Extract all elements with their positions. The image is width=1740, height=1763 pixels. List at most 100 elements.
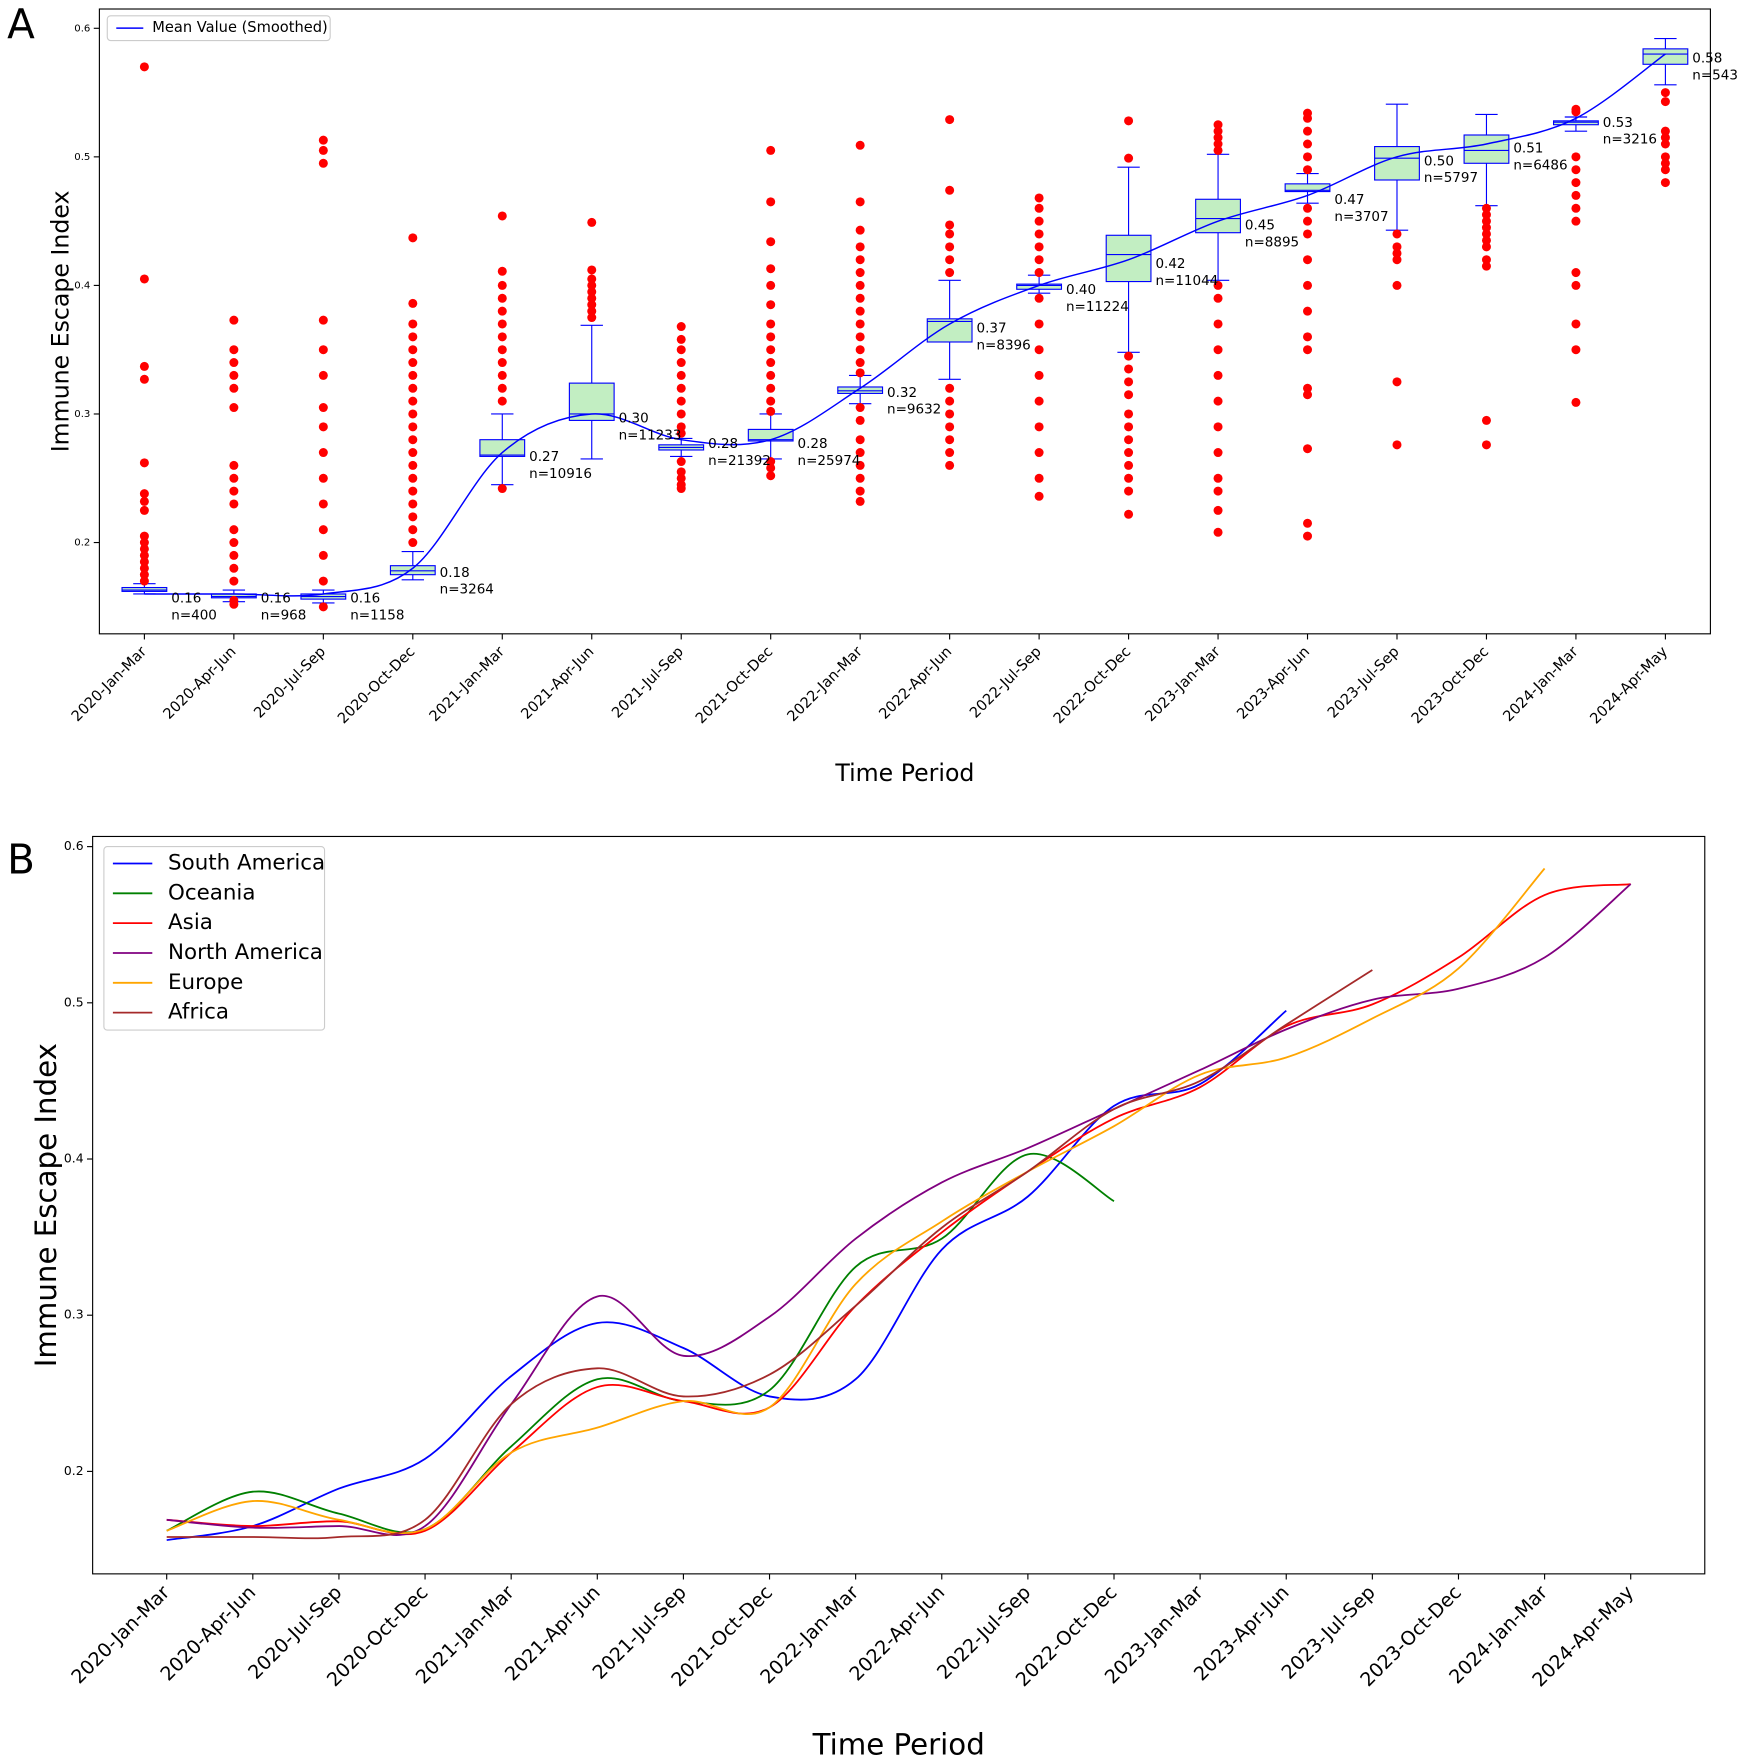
outlier [318,370,328,380]
n-label: n=11224 [1066,299,1129,315]
outlier [497,266,507,276]
outlier [766,471,776,481]
outlier [497,293,507,303]
outlier [229,486,239,496]
mean-label: 0.47 [1334,192,1364,208]
n-label: n=21392 [708,453,771,469]
outlier [587,306,597,316]
outlier [587,293,597,303]
outlier [1124,509,1134,519]
outlier [1124,473,1134,483]
outlier [855,140,865,150]
outlier [855,448,865,458]
outlier [587,217,597,227]
outlier [1392,248,1402,258]
x-tick-label: 2021-Apr-Jun [518,643,598,723]
outlier [139,496,149,506]
outlier [139,538,149,548]
outlier [945,185,955,195]
outlier [408,319,418,329]
outlier [1481,415,1491,425]
outlier [497,332,507,342]
n-label: n=1158 [350,607,404,623]
outlier [1124,486,1134,496]
outlier [229,315,239,325]
outlier [855,332,865,342]
outlier [318,448,328,458]
outlier [1124,364,1134,374]
outlier [1303,255,1313,265]
outlier [139,374,149,384]
outlier [408,448,418,458]
outlier [676,358,686,368]
y-tick-label: 0.2 [64,1464,84,1478]
outlier [1303,332,1313,342]
outlier [1303,165,1313,175]
outlier [1571,345,1581,355]
outlier [766,332,776,342]
outlier [1303,126,1313,136]
legend-label: Europe [168,970,243,995]
outlier [1034,370,1044,380]
outlier [945,435,955,445]
outlier [855,255,865,265]
outlier [855,415,865,425]
y-axis-title: Immune Escape Index [29,1043,63,1367]
outlier [229,538,239,548]
legend-label: Mean Value (Smoothed) [152,19,327,36]
outlier [1213,133,1223,143]
outlier [497,280,507,290]
outlier [587,274,597,284]
outlier [1213,422,1223,432]
outlier [1303,203,1313,213]
outlier [497,484,507,494]
outlier [1571,190,1581,200]
series-line [166,867,1546,1534]
outlier [1034,203,1044,213]
outlier [1660,158,1670,168]
outlier [497,319,507,329]
outlier [1034,255,1044,265]
outlier [497,211,507,221]
box [1105,234,1152,283]
n-label: n=3264 [440,582,494,598]
outlier [1392,255,1402,265]
outlier [1303,229,1313,239]
n-label: n=3216 [1603,132,1657,148]
n-label: n=10916 [529,466,592,482]
legend-label: North America [168,940,323,965]
outlier [1213,505,1223,515]
outlier [855,358,865,368]
outlier [945,396,955,406]
outlier [1481,223,1491,233]
n-label: n=25974 [798,453,861,469]
y-tick-label: 0.6 [74,23,90,34]
outlier [139,531,149,541]
outlier [408,473,418,483]
legend-label: Oceania [168,880,255,905]
outlier [1660,126,1670,136]
outlier [408,298,418,308]
outlier [766,300,776,310]
x-tick-label: 2022-Apr-Jun [876,643,956,723]
n-label: n=543 [1692,67,1738,83]
n-label: n=400 [171,607,217,623]
outlier [1124,435,1134,445]
mean-label: 0.28 [708,436,738,452]
outlier [1392,440,1402,450]
outlier [855,435,865,445]
outlier [1034,491,1044,501]
outlier [497,396,507,406]
outlier [229,599,239,609]
outlier [1213,293,1223,303]
series-line [166,1009,1287,1542]
outlier [766,264,776,274]
outlier [1303,390,1313,400]
outlier [408,538,418,548]
outlier [1213,396,1223,406]
y-tick-label: 0.5 [64,995,84,1009]
mean-label: 0.16 [171,590,201,606]
mean-label: 0.16 [350,590,380,606]
outlier [1303,113,1313,123]
mean-label: 0.28 [798,436,828,452]
